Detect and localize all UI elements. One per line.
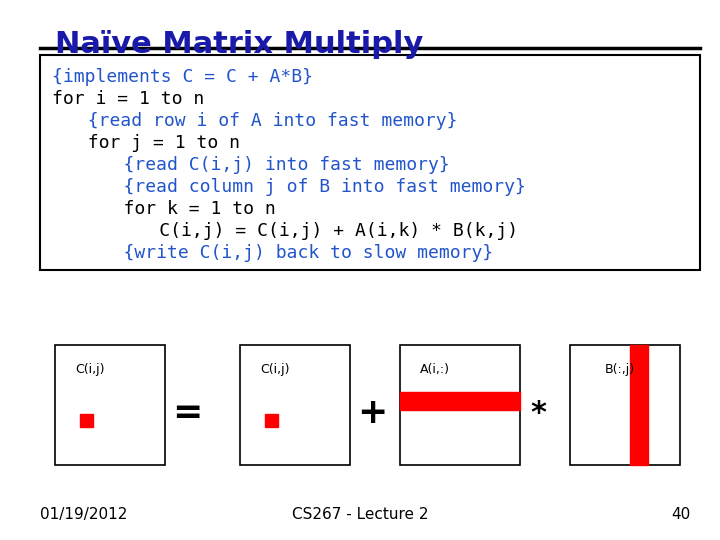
Text: +: + (357, 396, 387, 430)
Text: 40: 40 (671, 507, 690, 522)
Text: {read column j of B into fast memory}: {read column j of B into fast memory} (80, 178, 526, 196)
Text: *: * (530, 399, 546, 428)
Bar (265, 414, 278, 427)
Text: {read C(i,j) into fast memory}: {read C(i,j) into fast memory} (80, 156, 450, 174)
Text: A(i,:): A(i,:) (420, 363, 450, 376)
Text: B(:,j): B(:,j) (605, 363, 635, 376)
Text: C(i,j) = C(i,j) + A(i,k) * B(k,j): C(i,j) = C(i,j) + A(i,k) * B(k,j) (94, 222, 518, 240)
Text: CS267 - Lecture 2: CS267 - Lecture 2 (292, 507, 428, 522)
Text: {implements C = C + A*B}: {implements C = C + A*B} (52, 68, 313, 86)
Text: {write C(i,j) back to slow memory}: {write C(i,j) back to slow memory} (80, 244, 493, 262)
Bar (240, 345, 350, 465)
Bar (570, 345, 680, 465)
Text: 01/19/2012: 01/19/2012 (40, 507, 127, 522)
Bar (400, 392, 520, 410)
Text: =: = (172, 396, 202, 430)
FancyBboxPatch shape (40, 55, 700, 270)
Text: for j = 1 to n: for j = 1 to n (66, 134, 240, 152)
Bar (400, 345, 520, 465)
Text: C(i,j): C(i,j) (260, 363, 289, 376)
Text: Naïve Matrix Multiply: Naïve Matrix Multiply (55, 30, 423, 59)
Text: C(i,j): C(i,j) (75, 363, 104, 376)
Text: for k = 1 to n: for k = 1 to n (80, 200, 276, 218)
Bar (630, 345, 648, 465)
Text: for i = 1 to n: for i = 1 to n (52, 90, 204, 108)
Text: {read row i of A into fast memory}: {read row i of A into fast memory} (66, 112, 457, 130)
Bar (80, 414, 93, 427)
Bar (55, 345, 165, 465)
